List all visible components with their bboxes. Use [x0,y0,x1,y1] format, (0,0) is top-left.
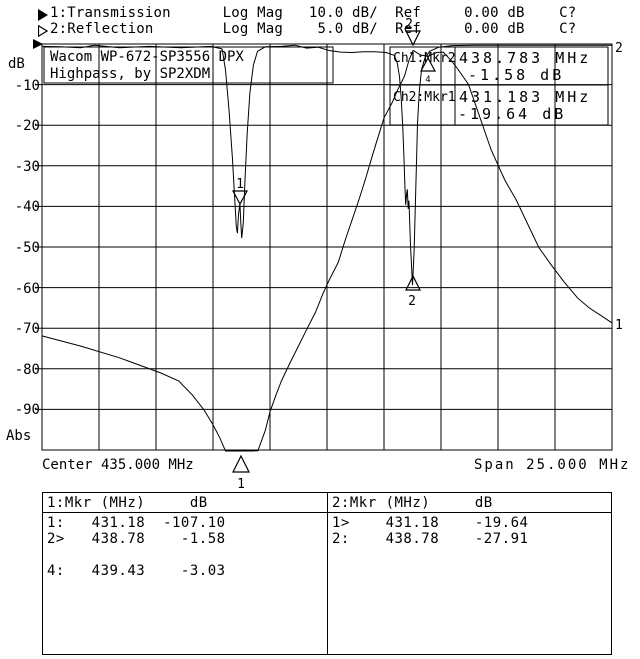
marker-down-triangle-icon [231,190,249,206]
marker-axis-indicator: 1 [232,454,250,492]
y-tick-label: -40 [15,199,40,215]
trace1-label: 1 [615,318,623,333]
plot-border [41,43,613,451]
graticule-plot: dB -10 -20 -30 -40 -50 -60 -70 -80 -90 A… [6,17,630,492]
marker-info-ch2: Ch2:Mkr1 [393,90,456,105]
y-axis-bottom-label: Abs [6,428,31,444]
y-tick-label: -70 [15,321,40,337]
marker-ch2-2: 2 [405,274,421,309]
table2-rows: 1> 431.18 -19.64 2: 438.78 -27.91 [332,515,529,547]
marker-info-ch1: Ch1:Mkr2 [393,51,456,66]
channel2-inactive-icon [38,25,48,37]
trace-reflection [41,44,612,286]
title-box [43,46,334,84]
span-label: Span 25.000 MHz [474,457,630,473]
table1-header: 1:Mkr (MHz) dB [47,495,208,511]
marker-number: 4 [425,75,430,85]
y-axis-ticks [35,84,42,410]
marker-ch1-4: 4 [419,56,437,85]
marker-info-ch1-freq: 438.783 MHz [459,49,591,67]
trace-transmission [41,49,613,452]
y-tick-label: -50 [15,240,40,256]
trace2-label: 2 [615,41,623,56]
marker-info-ch2-level: -19.64 dB [458,105,566,123]
y-tick-label: -30 [15,159,40,175]
center-frequency-label: Center 435.000 MHz [42,457,194,473]
marker-info-box [389,46,609,126]
title-line2: Highpass, by SP2XDM [50,66,210,82]
marker-up-triangle-icon [405,274,421,291]
table2-header: 2:Mkr (MHz) dB [332,495,493,511]
marker-number: 2 [408,294,416,309]
marker-tables: 1:Mkr (MHz) dB 2:Mkr (MHz) dB 1: 431.18 … [42,492,612,655]
marker-info-ch1-level: -1.58 dB [468,66,564,84]
table1-rows: 1: 431.18 -107.10 2> 438.78 -1.58 4: 439… [47,515,226,579]
y-tick-label: -80 [15,362,40,378]
channel1-active-icon [38,9,48,21]
ref-level-arrow-icon [33,39,43,49]
y-tick-label: -20 [15,118,40,134]
y-axis-unit: dB [8,56,25,72]
marker-up-triangle-icon [419,56,437,72]
y-tick-label: -60 [15,281,40,297]
y-tick-label: -90 [15,402,40,418]
channel2-header: 2:Reflection Log Mag 5.0 dB/ Ref 0.00 dB… [50,21,577,37]
tables-divider [327,493,328,654]
marker-down-triangle-icon [405,30,421,47]
marker-number: 1 [236,177,244,192]
marker-number: 2 [405,17,413,32]
marker-ch2-active: 1 [231,177,249,206]
channel1-header: 1:Transmission Log Mag 10.0 dB/ Ref 0.00… [50,5,577,21]
title-line1: Wacom WP-672-SP3556 DPX [50,49,244,65]
marker-info-ch2-freq: 431.183 MHz [459,88,591,106]
marker-ch1-active: 2 [405,17,421,47]
marker-up-triangle-icon [232,454,250,473]
y-tick-label: -10 [15,78,40,94]
marker-number: 1 [237,477,245,492]
